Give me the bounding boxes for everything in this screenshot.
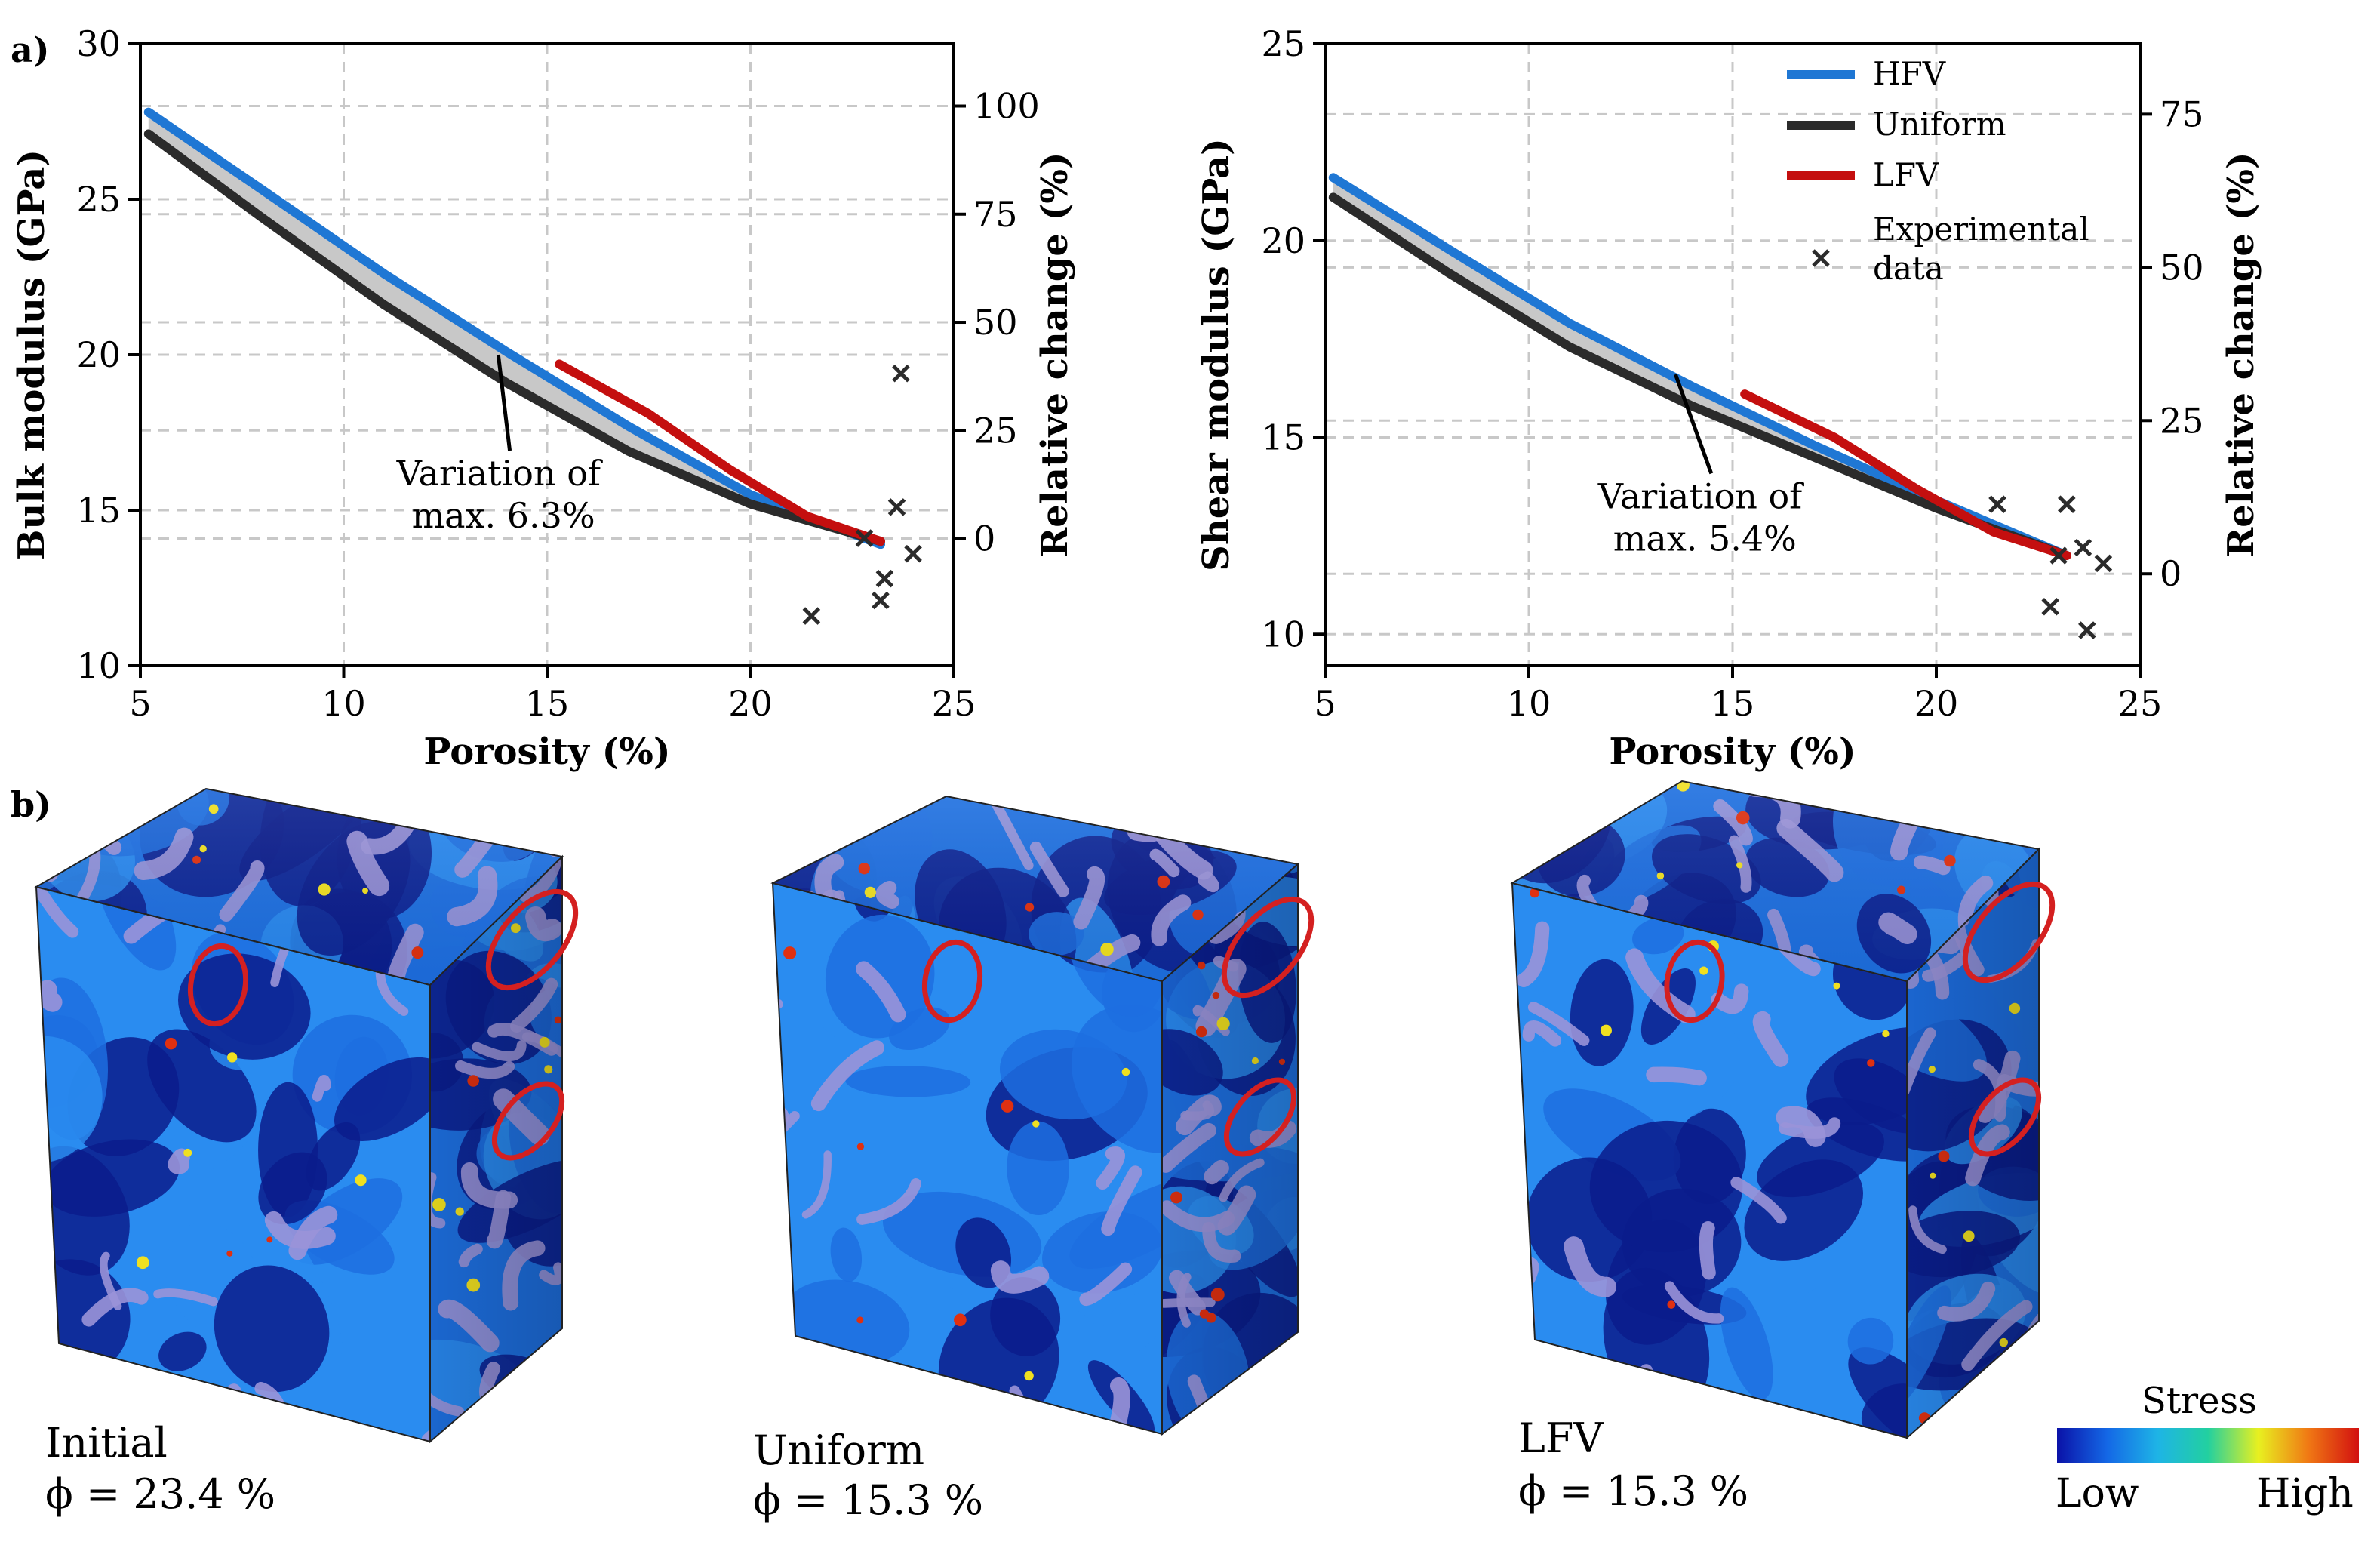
legend-experimental-label: Experimental xyxy=(1873,211,2089,248)
x-axis-label: Porosity (%) xyxy=(423,731,670,773)
y-tick-label: 15 xyxy=(76,490,121,531)
series-line-lfv xyxy=(555,359,885,546)
experimental-point xyxy=(1988,495,2006,513)
panel-label-a: a) xyxy=(11,29,50,70)
y-tick-label: 15 xyxy=(1261,417,1305,458)
stress-colorbar: Stress Low High xyxy=(2056,1380,2359,1516)
legend-uniform-label: Uniform xyxy=(1873,106,2006,143)
cube-initial-title: Initial xyxy=(45,1419,168,1467)
cube-uniform-phi: ϕ = 15.3 % xyxy=(753,1476,983,1524)
y-tick-label: 25 xyxy=(1261,23,1305,64)
x-tick-label: 10 xyxy=(321,683,366,724)
legend: HFV Uniform LFV Experimental data xyxy=(1787,55,2089,287)
x-tick-label: 15 xyxy=(1711,683,1755,724)
colorbar-title: Stress xyxy=(2142,1380,2257,1422)
y2-tick-label: 75 xyxy=(973,194,1018,235)
x-tick-label: 20 xyxy=(728,683,773,724)
experimental-point xyxy=(2094,554,2113,573)
experimental-point xyxy=(872,591,890,610)
highlight-ellipse xyxy=(1221,896,1315,999)
highlight-ellipse xyxy=(1223,1077,1297,1157)
cube-initial-phi: ϕ = 23.4 % xyxy=(45,1470,275,1518)
cube-lfv-title: LFV xyxy=(1518,1414,1604,1462)
experimental-point xyxy=(2074,538,2092,557)
y-tick-label: 20 xyxy=(1261,220,1305,261)
highlight-ellipse xyxy=(491,1081,565,1161)
y-tick-label: 30 xyxy=(76,23,121,64)
experimental-point xyxy=(904,544,922,563)
panel-label-b: b) xyxy=(11,784,51,825)
legend-hfv-label: HFV xyxy=(1873,55,1946,92)
legend-lfv-label: LFV xyxy=(1873,156,1939,193)
annotation-text-line: max. 5.4% xyxy=(1613,518,1797,559)
y2-axis-label: Relative change (%) xyxy=(1034,152,1076,557)
experimental-point xyxy=(887,498,906,516)
series-line-uniform xyxy=(143,129,885,546)
series-line-uniform xyxy=(1328,192,2071,560)
cube-initial xyxy=(34,787,579,1444)
experimental-point xyxy=(2049,546,2068,565)
cube-uniform-title: Uniform xyxy=(753,1427,924,1474)
y-axis-label: Bulk modulus (GPa) xyxy=(11,149,53,560)
series-line-lfv xyxy=(1740,389,2071,560)
colorbar-gradient xyxy=(2057,1428,2359,1463)
y2-axis-label: Relative change (%) xyxy=(2220,152,2262,557)
y-tick-label: 10 xyxy=(1261,614,1305,654)
y2-tick-label: 0 xyxy=(973,519,995,559)
cube-lfv xyxy=(1510,780,2056,1440)
x-tick-label: 10 xyxy=(1507,683,1551,724)
experimental-point xyxy=(2041,598,2059,616)
colorbar-high-label: High xyxy=(2256,1471,2354,1516)
x-tick-label: 15 xyxy=(525,683,570,724)
highlight-ellipse xyxy=(1962,881,2056,983)
x-tick-label: 25 xyxy=(2118,683,2163,724)
cube-lfv-phi: ϕ = 15.3 % xyxy=(1518,1467,1748,1515)
cube-front-face xyxy=(35,885,431,1443)
annotation-arrow xyxy=(1674,374,1714,475)
experimental-point xyxy=(2058,495,2076,513)
annotation-text-line: Variation of xyxy=(1597,476,1804,516)
series-line-hfv xyxy=(143,107,885,549)
y-tick-label: 20 xyxy=(76,334,121,375)
y-tick-label: 25 xyxy=(76,179,121,220)
colorbar-low-label: Low xyxy=(2056,1471,2139,1516)
cube-uniform xyxy=(770,795,1315,1436)
annotation-text-line: Variation of xyxy=(396,453,603,494)
y-axis-label: Shear modulus (GPa) xyxy=(1195,138,1238,571)
highlight-ellipse xyxy=(187,943,249,1027)
y2-tick-label: 25 xyxy=(2160,400,2204,441)
x-axis-label: Porosity (%) xyxy=(1609,731,1856,773)
y2-tick-label: 50 xyxy=(973,302,1018,343)
y-tick-label: 10 xyxy=(76,645,121,686)
highlight-ellipse xyxy=(485,888,579,991)
experimental-point xyxy=(875,569,894,588)
y2-tick-label: 0 xyxy=(2160,553,2182,594)
annotation-arrow xyxy=(496,354,512,451)
x-tick-label: 5 xyxy=(1314,683,1336,724)
x-tick-label: 25 xyxy=(932,683,976,724)
y2-tick-label: 50 xyxy=(2160,247,2204,288)
x-tick-label: 5 xyxy=(129,683,151,724)
experimental-point xyxy=(855,529,874,547)
highlight-ellipse xyxy=(1664,939,1725,1023)
legend-experimental-marker xyxy=(1812,249,1830,267)
y2-tick-label: 100 xyxy=(973,86,1040,127)
annotation-text-line: max. 6.3% xyxy=(412,495,595,536)
highlight-ellipse xyxy=(921,939,983,1023)
legend-experimental-label2: data xyxy=(1873,250,1944,287)
experimental-point xyxy=(2078,621,2096,639)
y2-tick-label: 25 xyxy=(973,410,1018,451)
experimental-point xyxy=(892,364,910,383)
highlight-ellipse xyxy=(1968,1077,2042,1157)
y2-tick-label: 75 xyxy=(2160,94,2204,134)
experimental-point xyxy=(802,607,821,625)
x-tick-label: 20 xyxy=(1914,683,1959,724)
